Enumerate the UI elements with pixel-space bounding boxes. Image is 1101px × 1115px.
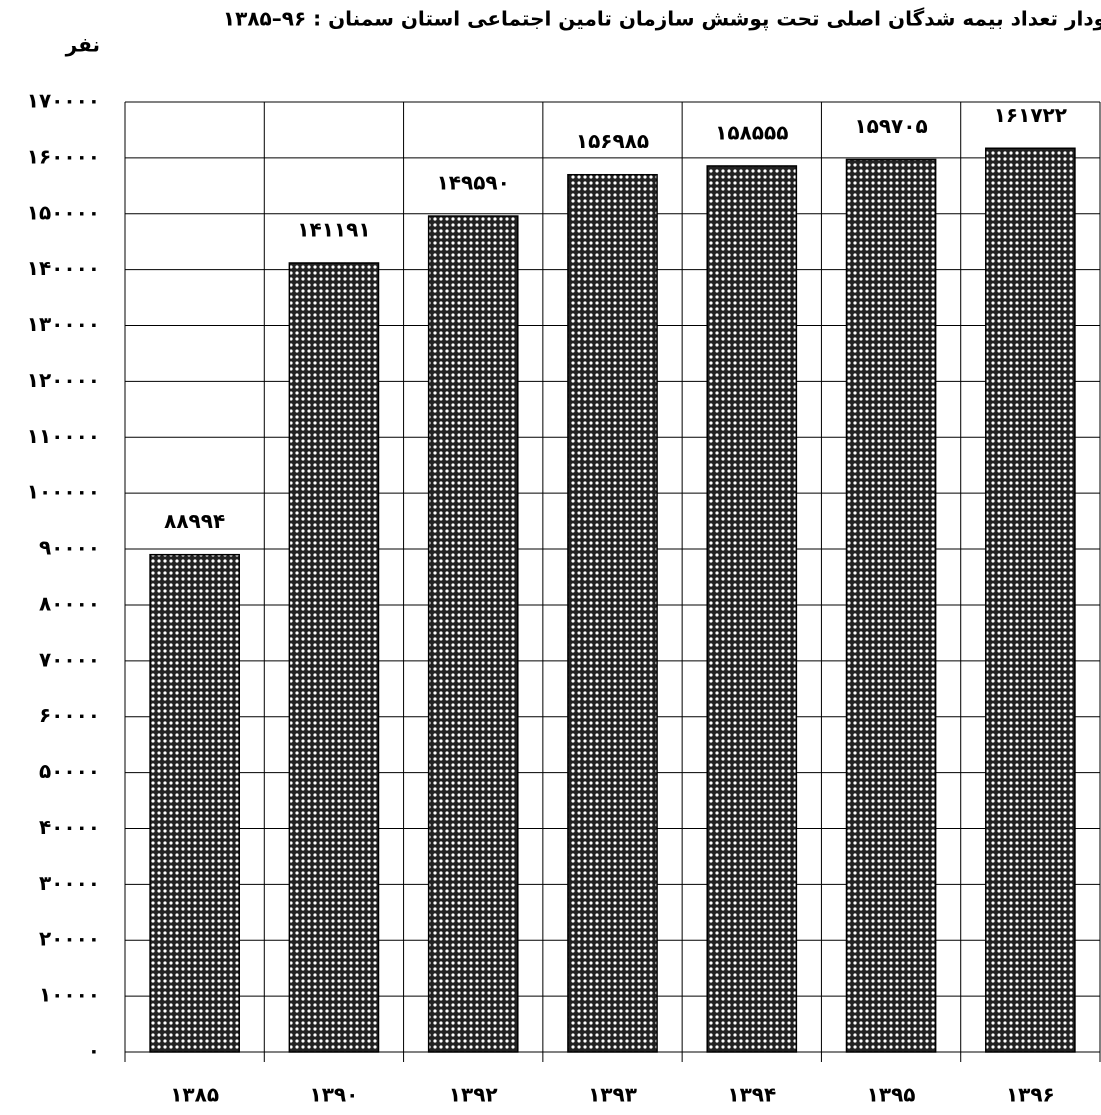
y-tick-label: ۸۰۰۰۰ (39, 591, 100, 615)
data-label: ۸۸۹۹۴ (164, 509, 225, 533)
chart-title: نمودار تعداد بیمه شدگان اصلی تحت پوشش سا… (223, 7, 1101, 32)
y-tick-label: ۷۰۰۰۰ (39, 647, 100, 671)
data-label: ۱۵۹۷۰۵ (854, 114, 927, 138)
y-tick-label: ۴۰۰۰۰ (39, 815, 100, 839)
data-label: ۱۵۸۵۵۵ (715, 120, 788, 144)
x-tick-label: ۱۳۹۳ (588, 1083, 637, 1107)
x-tick-label: ۱۳۹۵ (867, 1083, 916, 1107)
y-tick-label: ۶۰۰۰۰ (39, 703, 100, 727)
bar (149, 553, 240, 1053)
x-tick-label: ۱۳۹۴ (727, 1083, 776, 1107)
y-tick-label: ۱۵۰۰۰۰ (27, 200, 100, 224)
bar (985, 147, 1076, 1053)
y-tick-label: ۰ (88, 1039, 100, 1063)
y-tick-label: ۱۰۰۰۰ (39, 983, 100, 1007)
y-tick-label: ۱۲۰۰۰۰ (27, 368, 100, 392)
y-tick-label: ۱۱۰۰۰۰ (27, 424, 100, 448)
bar (427, 215, 519, 1053)
data-label: ۱۶۱۷۲۲ (994, 103, 1067, 127)
y-tick-label: ۱۰۰۰۰۰ (27, 480, 100, 504)
data-label: ۱۴۹۵۹۰ (437, 171, 510, 195)
y-tick-label: ۵۰۰۰۰ (39, 759, 100, 783)
y-tick-label: ۳۰۰۰۰ (39, 871, 100, 895)
y-tick-label: ۹۰۰۰۰ (39, 536, 100, 560)
bar (288, 262, 380, 1053)
x-tick-label: ۱۳۹۶ (1006, 1083, 1055, 1107)
y-tick-label: ۱۷۰۰۰۰ (27, 89, 100, 113)
y-tick-label: ۱۶۰۰۰۰ (27, 144, 100, 168)
data-label: ۱۴۱۱۹۱ (297, 217, 370, 241)
bar (567, 173, 658, 1053)
data-label: ۱۵۶۹۸۵ (576, 129, 649, 153)
y-tick-label: ۱۴۰۰۰۰ (27, 256, 100, 280)
x-tick-label: ۱۳۹۰ (310, 1083, 359, 1107)
x-tick-label: ۱۳۸۵ (170, 1083, 219, 1107)
bar (706, 165, 798, 1053)
y-axis-label: نفر (65, 33, 100, 57)
y-tick-label: ۲۰۰۰۰ (39, 927, 100, 951)
y-tick-label: ۱۳۰۰۰۰ (27, 312, 100, 336)
bar (845, 158, 937, 1053)
x-tick-label: ۱۳۹۲ (449, 1083, 498, 1107)
